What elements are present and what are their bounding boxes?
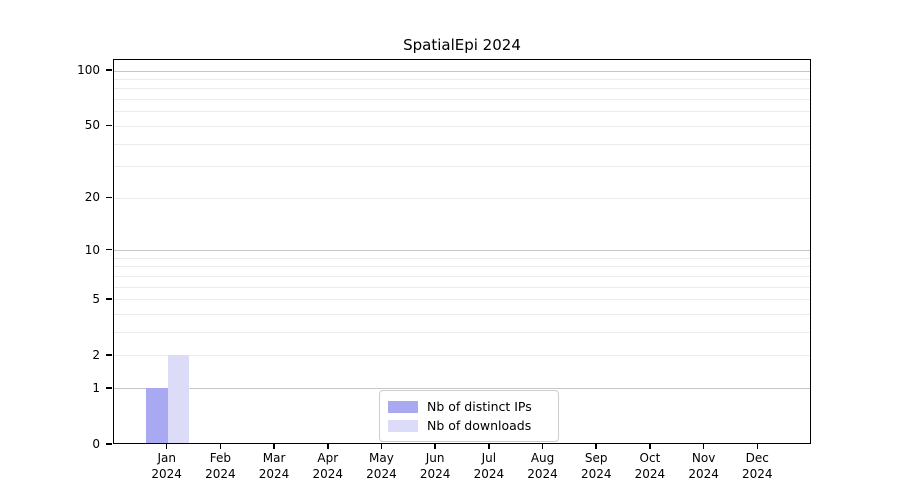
legend-label-distinct-ips: Nb of distinct IPs xyxy=(427,399,532,414)
x-tick-jun xyxy=(434,444,436,449)
legend: Nb of distinct IPs Nb of downloads xyxy=(379,390,559,442)
legend-entry-distinct-ips: Nb of distinct IPs xyxy=(388,397,550,416)
gridline-minor-50 xyxy=(114,125,810,127)
gridline-major-1 xyxy=(114,388,810,390)
x-tick-mar xyxy=(273,444,275,449)
gridline-minor-80 xyxy=(114,88,810,90)
y-tick-1 xyxy=(106,387,112,389)
gridline-minor-3 xyxy=(114,332,810,334)
x-tick-label-feb: Feb 2024 xyxy=(205,451,236,481)
plot-area: Nb of distinct IPs Nb of downloads xyxy=(113,59,811,444)
y-tick-20 xyxy=(106,196,112,199)
y-tick-5 xyxy=(106,298,112,300)
y-tick-label-20: 20 xyxy=(84,190,100,205)
y-tick-label-100: 100 xyxy=(77,63,100,77)
y-tick-label-2: 2 xyxy=(92,347,100,362)
legend-swatch-downloads xyxy=(388,419,418,432)
y-tick-10 xyxy=(106,248,112,251)
gridline-minor-7 xyxy=(114,275,810,277)
legend-label-downloads: Nb of downloads xyxy=(427,418,532,433)
y-tick-label-10: 10 xyxy=(84,242,100,257)
gridline-minor-5 xyxy=(114,299,810,301)
y-tick-label-1: 1 xyxy=(92,380,100,395)
x-tick-oct xyxy=(649,444,651,449)
y-tick-label-5: 5 xyxy=(92,291,100,306)
legend-entry-downloads: Nb of downloads xyxy=(388,416,550,435)
gridline-minor-2 xyxy=(114,355,810,357)
gridline-major-100 xyxy=(114,70,810,72)
gridline-minor-8 xyxy=(114,266,810,268)
gridline-minor-30 xyxy=(114,166,810,168)
x-tick-may xyxy=(380,444,383,449)
legend-swatch-distinct-ips xyxy=(388,400,418,413)
y-tick-label-0: 0 xyxy=(92,437,100,451)
bar-jan-distinct-ips xyxy=(146,388,168,443)
gridline-minor-9 xyxy=(114,257,810,259)
y-tick-0 xyxy=(106,443,112,445)
x-tick-label-dec: Dec 2024 xyxy=(742,451,773,481)
x-tick-apr xyxy=(327,444,329,449)
x-tick-sep xyxy=(595,444,597,449)
x-tick-feb xyxy=(219,444,222,449)
x-tick-aug xyxy=(541,444,544,449)
x-tick-label-may: May 2024 xyxy=(366,451,397,481)
gridline-major-10 xyxy=(114,250,810,252)
gridline-minor-4 xyxy=(114,314,810,316)
x-tick-label-jun: Jun 2024 xyxy=(419,451,451,481)
x-tick-jul xyxy=(488,444,490,449)
gridline-minor-70 xyxy=(114,99,810,101)
gridline-minor-20 xyxy=(114,197,810,199)
y-tick-50 xyxy=(106,124,112,127)
x-tick-label-oct: Oct 2024 xyxy=(634,451,666,481)
gridline-minor-40 xyxy=(114,143,810,145)
bar-jan-downloads xyxy=(167,355,190,443)
x-tick-label-aug: Aug 2024 xyxy=(527,451,558,481)
x-tick-jan xyxy=(165,444,168,449)
y-tick-100 xyxy=(106,69,112,71)
x-tick-label-apr: Apr 2024 xyxy=(312,451,344,481)
y-tick-2 xyxy=(106,354,112,356)
x-tick-label-jul: Jul 2024 xyxy=(473,451,505,481)
x-tick-label-sep: Sep 2024 xyxy=(580,451,612,481)
gridline-minor-90 xyxy=(114,78,810,80)
x-tick-label-mar: Mar 2024 xyxy=(258,451,290,481)
y-tick-label-50: 50 xyxy=(84,118,100,133)
x-tick-label-jan: Jan 2024 xyxy=(151,451,182,481)
chart-title: SpatialEpi 2024 xyxy=(403,36,521,54)
x-tick-nov xyxy=(702,444,705,449)
x-tick-label-nov: Nov 2024 xyxy=(688,451,719,481)
gridline-minor-6 xyxy=(114,286,810,288)
gridline-minor-60 xyxy=(114,111,810,113)
x-tick-dec xyxy=(756,444,759,449)
